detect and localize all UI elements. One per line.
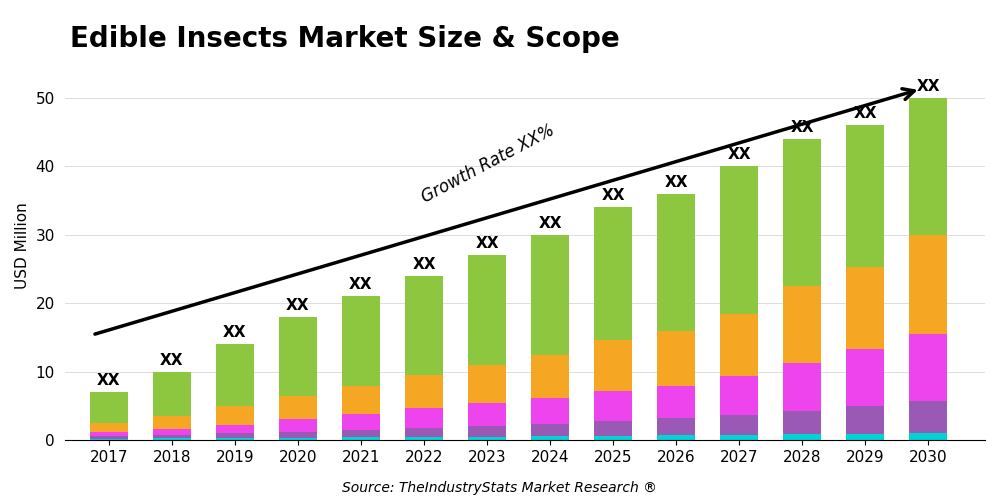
Bar xyxy=(657,418,695,436)
Bar xyxy=(909,235,947,334)
Text: XX: XX xyxy=(349,278,373,292)
Bar xyxy=(342,296,380,386)
Text: XX: XX xyxy=(727,148,751,162)
Bar xyxy=(720,166,758,314)
Bar xyxy=(909,98,947,235)
Bar xyxy=(468,426,506,436)
Bar xyxy=(90,438,128,440)
Bar xyxy=(720,314,758,376)
Bar xyxy=(720,435,758,440)
Bar xyxy=(531,424,569,436)
Bar xyxy=(531,436,569,440)
Bar xyxy=(342,386,380,414)
Text: XX: XX xyxy=(160,352,184,368)
Text: XX: XX xyxy=(917,79,940,94)
Bar xyxy=(342,430,380,437)
Bar xyxy=(468,436,506,440)
Bar xyxy=(720,376,758,416)
Bar xyxy=(909,334,947,400)
Text: XX: XX xyxy=(223,326,247,340)
Y-axis label: USD Million: USD Million xyxy=(15,202,30,288)
Bar xyxy=(657,436,695,440)
Bar xyxy=(216,406,254,425)
Bar xyxy=(216,434,254,438)
Text: XX: XX xyxy=(97,373,121,388)
Bar xyxy=(846,267,884,349)
Bar xyxy=(153,435,191,438)
Bar xyxy=(531,398,569,423)
Bar xyxy=(468,365,506,403)
Bar xyxy=(90,392,128,423)
Bar xyxy=(468,256,506,365)
Bar xyxy=(90,432,128,436)
Bar xyxy=(405,428,443,437)
Bar xyxy=(405,375,443,408)
Text: XX: XX xyxy=(664,174,688,190)
Bar xyxy=(594,391,632,421)
Bar xyxy=(720,416,758,435)
Bar xyxy=(468,402,506,425)
Bar xyxy=(657,330,695,386)
Bar xyxy=(783,363,821,411)
Text: Source: TheIndustryStats Market Research ®: Source: TheIndustryStats Market Research… xyxy=(342,481,658,495)
Bar xyxy=(216,438,254,440)
Bar xyxy=(342,414,380,430)
Text: XX: XX xyxy=(790,120,814,135)
Bar xyxy=(846,126,884,267)
Text: XX: XX xyxy=(475,236,499,252)
Bar xyxy=(531,354,569,398)
Bar xyxy=(279,317,317,396)
Bar xyxy=(783,411,821,434)
Bar xyxy=(783,434,821,440)
Bar xyxy=(657,386,695,418)
Text: Growth Rate XX%: Growth Rate XX% xyxy=(418,120,558,206)
Bar xyxy=(279,438,317,440)
Bar xyxy=(405,408,443,428)
Bar xyxy=(153,372,191,416)
Bar xyxy=(90,423,128,432)
Bar xyxy=(405,276,443,375)
Bar xyxy=(594,436,632,440)
Bar xyxy=(279,432,317,438)
Bar xyxy=(846,434,884,440)
Bar xyxy=(216,425,254,434)
Bar xyxy=(594,340,632,391)
Bar xyxy=(279,420,317,432)
Bar xyxy=(279,396,317,419)
Bar xyxy=(909,432,947,440)
Bar xyxy=(594,208,632,340)
Bar xyxy=(153,430,191,435)
Text: XX: XX xyxy=(601,188,625,204)
Bar xyxy=(405,437,443,440)
Text: XX: XX xyxy=(538,216,562,231)
Text: Edible Insects Market Size & Scope: Edible Insects Market Size & Scope xyxy=(70,25,620,53)
Bar xyxy=(846,406,884,434)
Text: XX: XX xyxy=(412,257,436,272)
Bar xyxy=(783,139,821,286)
Text: XX: XX xyxy=(286,298,310,313)
Bar xyxy=(657,194,695,330)
Text: XX: XX xyxy=(853,106,877,121)
Bar xyxy=(153,438,191,440)
Bar xyxy=(783,286,821,363)
Bar xyxy=(909,400,947,432)
Bar xyxy=(216,344,254,406)
Bar xyxy=(846,349,884,406)
Bar xyxy=(342,437,380,440)
Bar xyxy=(531,235,569,354)
Bar xyxy=(90,436,128,438)
Bar xyxy=(153,416,191,430)
Bar xyxy=(594,421,632,436)
